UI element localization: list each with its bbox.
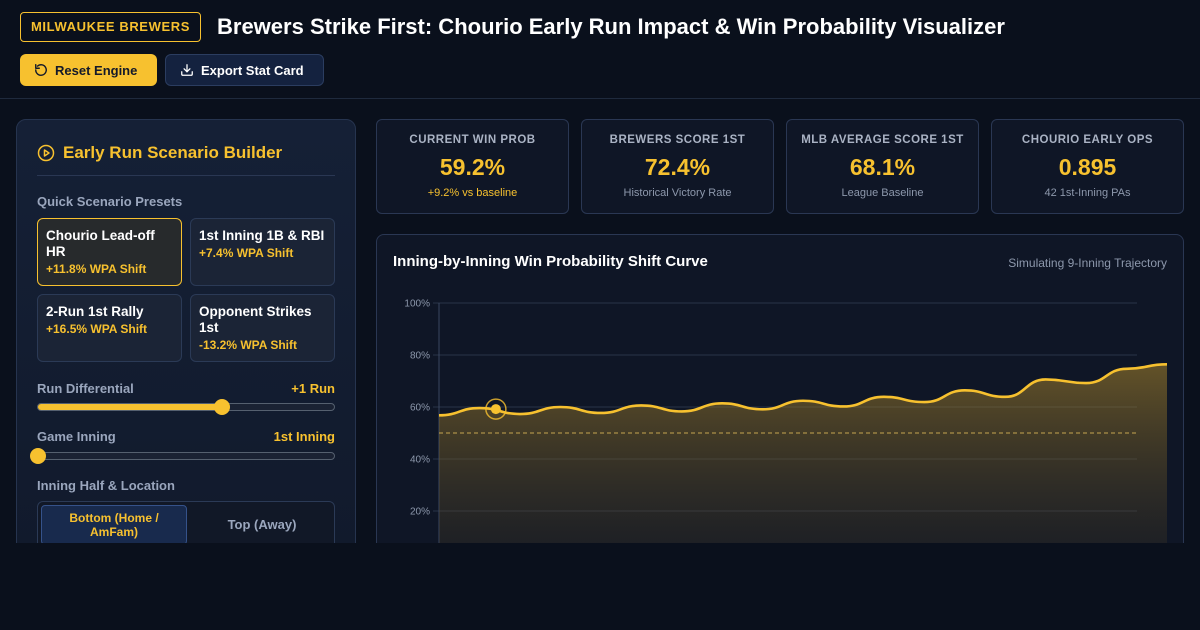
- current-point-marker: [490, 404, 501, 415]
- reset-engine-label: Reset Engine: [55, 62, 138, 78]
- stat-value: 0.895: [1058, 154, 1117, 180]
- y-tick-label: 60%: [410, 403, 430, 414]
- run-differential-label: Run Differential: [37, 381, 134, 396]
- export-stat-card-label: Export Stat Card: [201, 62, 304, 78]
- preset-wpa-shift: +7.4% WPA Shift: [199, 246, 294, 260]
- chart-subtitle: Simulating 9-Inning Trajectory: [1008, 256, 1167, 270]
- page-title: Brewers Strike First: Chourio Early Run …: [217, 14, 1005, 39]
- page-footer-area: [0, 543, 1200, 630]
- stat-subtext: Historical Victory Rate: [623, 187, 732, 199]
- toggle-bottom-home[interactable]: Bottom (Home / AmFam): [41, 505, 187, 545]
- toggle-top-away[interactable]: Top (Away): [227, 517, 297, 532]
- preset-name: 2-Run 1st Rally: [46, 304, 144, 319]
- y-tick-label: 100%: [404, 299, 430, 310]
- preset-chourio-leadoff-hr[interactable]: Chourio Lead-off HR +11.8% WPA Shift: [37, 218, 182, 286]
- stat-subtext: +9.2% vs baseline: [427, 187, 518, 199]
- panel-title: Early Run Scenario Builder: [63, 143, 283, 162]
- stat-card-brewers-score-first: BREWERS SCORE 1ST 72.4% Historical Victo…: [581, 119, 774, 214]
- slider-thumb[interactable]: [30, 448, 46, 464]
- stat-value: 68.1%: [849, 154, 916, 180]
- preset-wpa-shift: +11.8% WPA Shift: [46, 262, 147, 276]
- y-tick-label: 20%: [410, 507, 430, 518]
- presets-label: Quick Scenario Presets: [37, 194, 183, 209]
- slider-thumb[interactable]: [213, 399, 230, 415]
- top-bar: MILWAUKEE BREWERS Brewers Strike First: …: [0, 0, 1200, 99]
- run-differential-value: +1 Run: [291, 381, 335, 396]
- preset-name: Opponent Strikes 1st: [199, 304, 312, 335]
- stat-card-chourio-early-ops: CHOURIO EARLY OPS 0.895 42 1st-Inning PA…: [991, 119, 1184, 214]
- export-stat-card-button[interactable]: Export Stat Card: [165, 54, 324, 86]
- run-differential-slider[interactable]: [37, 399, 335, 415]
- game-inning-label: Game Inning: [37, 429, 116, 444]
- stat-subtext: 42 1st-Inning PAs: [1044, 187, 1131, 199]
- preset-opponent-strikes-first[interactable]: Opponent Strikes 1st -13.2% WPA Shift: [190, 294, 335, 362]
- stat-label: MLB AVERAGE SCORE 1ST: [801, 134, 964, 146]
- team-badge: MILWAUKEE BREWERS: [20, 12, 201, 42]
- stat-value: 59.2%: [439, 154, 506, 180]
- preset-name: Chourio Lead-off HR: [46, 228, 155, 259]
- scenario-builder-panel: Early Run Scenario Builder Quick Scenari…: [16, 119, 356, 559]
- inning-half-toggle: Bottom (Home / AmFam) Top (Away): [37, 501, 335, 553]
- preset-1st-inning-single-rbi[interactable]: 1st Inning 1B & RBI +7.4% WPA Shift: [190, 218, 335, 286]
- play-circle-icon: [37, 144, 55, 162]
- game-inning-slider[interactable]: [30, 448, 335, 464]
- win-probability-chart: 20% 40% 60% 80% 100%: [404, 299, 1168, 563]
- reset-engine-button[interactable]: Reset Engine: [20, 54, 157, 86]
- win-probability-area: [439, 364, 1167, 563]
- stat-label: BREWERS SCORE 1ST: [609, 134, 746, 146]
- inning-half-label: Inning Half & Location: [37, 478, 175, 493]
- stat-subtext: League Baseline: [841, 187, 924, 199]
- preset-wpa-shift: +16.5% WPA Shift: [46, 322, 148, 336]
- stat-card-current-win-prob: CURRENT WIN PROB 59.2% +9.2% vs baseline: [376, 119, 569, 214]
- preset-name: 1st Inning 1B & RBI: [199, 228, 325, 243]
- preset-2-run-rally[interactable]: 2-Run 1st Rally +16.5% WPA Shift: [37, 294, 182, 362]
- slider-fill: [38, 404, 222, 410]
- download-icon: [181, 64, 193, 76]
- stat-label: CHOURIO EARLY OPS: [1021, 134, 1154, 146]
- current-point-halo: [485, 398, 507, 420]
- stat-card-mlb-average: MLB AVERAGE SCORE 1ST 68.1% League Basel…: [786, 119, 979, 214]
- panel-header: Early Run Scenario Builder: [37, 142, 335, 176]
- stat-value: 72.4%: [644, 154, 711, 180]
- win-probability-chart-card: Inning-by-Inning Win Probability Shift C…: [376, 234, 1184, 564]
- win-probability-line: [438, 363, 1168, 417]
- y-tick-label: 40%: [410, 455, 430, 466]
- y-tick-label: 80%: [410, 351, 430, 362]
- chart-title: Inning-by-Inning Win Probability Shift C…: [393, 253, 708, 270]
- refresh-icon: [35, 64, 47, 76]
- game-inning-value: 1st Inning: [273, 429, 335, 444]
- preset-wpa-shift: -13.2% WPA Shift: [199, 338, 298, 352]
- stat-label: CURRENT WIN PROB: [409, 134, 536, 146]
